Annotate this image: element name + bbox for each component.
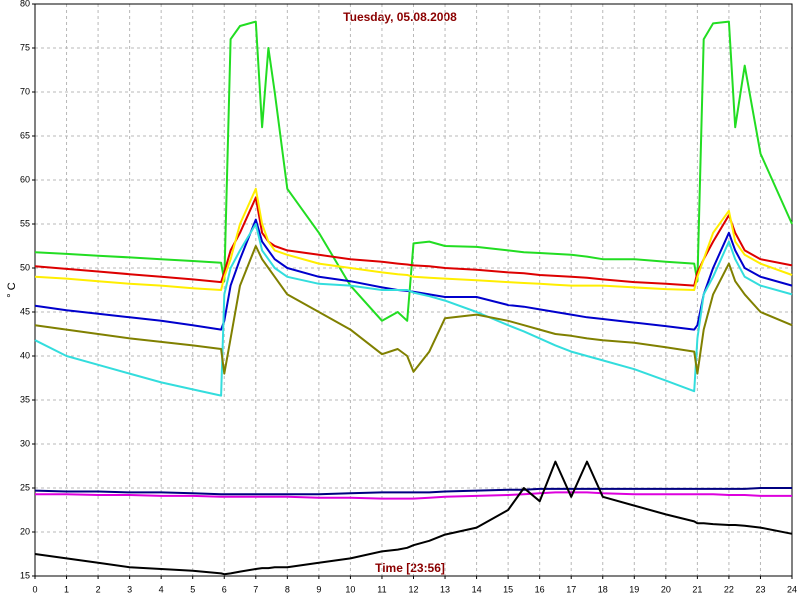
y-tick-label: 20	[20, 526, 30, 536]
x-tick-label: 11	[377, 584, 386, 594]
x-tick-label: 13	[440, 584, 450, 594]
y-tick-label: 80	[20, 0, 30, 8]
series-line	[34, 187, 793, 291]
x-tick-label: 6	[222, 584, 227, 594]
x-tick-label: 17	[566, 584, 576, 594]
x-tick-label: 12	[408, 584, 418, 594]
x-tick-label: 1	[64, 584, 69, 594]
x-tick-label: 7	[253, 584, 258, 594]
y-tick-label: 45	[20, 306, 30, 316]
series-line	[34, 245, 793, 375]
x-axis-label: Time [23:56]	[375, 561, 445, 575]
x-tick-label: 24	[787, 584, 797, 594]
series-line	[34, 223, 793, 397]
x-tick-label: 23	[755, 584, 765, 594]
x-tick-label: 16	[535, 584, 545, 594]
x-tick-label: 14	[472, 584, 482, 594]
x-tick-label: 3	[127, 584, 132, 594]
y-tick-label: 65	[20, 130, 30, 140]
y-tick-label: 30	[20, 438, 30, 448]
x-tick-label: 15	[503, 584, 513, 594]
series-line	[34, 487, 792, 496]
y-tick-label: 60	[20, 174, 30, 184]
series-line	[35, 491, 792, 500]
x-tick-label: 19	[629, 584, 639, 594]
y-tick-label: 25	[20, 482, 30, 492]
y-tick-label: 50	[20, 262, 30, 272]
y-tick-label: 35	[20, 394, 30, 404]
y-tick-label: 40	[20, 350, 30, 360]
y-tick-label: 15	[20, 570, 30, 580]
x-tick-label: 21	[692, 584, 702, 594]
series-line	[34, 460, 793, 576]
x-tick-label: 18	[598, 584, 608, 594]
x-tick-label: 0	[32, 584, 37, 594]
x-tick-label: 10	[345, 584, 355, 594]
x-tick-label: 2	[96, 584, 101, 594]
y-axis-label: ° C	[6, 282, 18, 297]
y-tick-label: 70	[20, 86, 30, 96]
plot-frame	[34, 3, 793, 577]
x-tick-label: 4	[159, 584, 164, 594]
x-tick-label: 9	[316, 584, 321, 594]
x-tick-label: 20	[661, 584, 671, 594]
y-tick-label: 55	[20, 218, 30, 228]
x-tick-label: 22	[724, 584, 734, 594]
y-tick-label: 75	[20, 42, 30, 52]
x-tick-label: 5	[190, 584, 195, 594]
x-tick-label: 8	[285, 584, 290, 594]
series-line	[34, 196, 793, 287]
chart-title: Tuesday, 05.08.2008	[343, 10, 457, 24]
